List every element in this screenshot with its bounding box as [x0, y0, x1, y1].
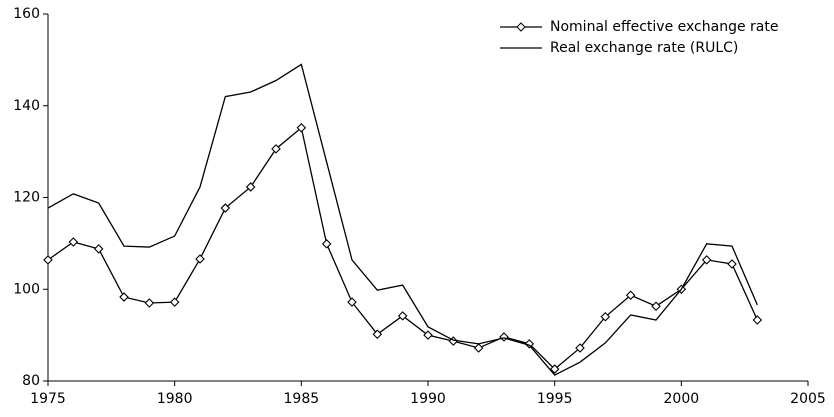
legend-label: Real exchange rate (RULC) [550, 40, 738, 56]
point-marker [347, 297, 357, 307]
point-marker [169, 297, 180, 307]
x-tick-label: 2000 [664, 391, 700, 407]
x-tick-label: 1995 [537, 391, 573, 407]
point-marker [220, 203, 231, 213]
point-marker [701, 255, 712, 265]
point-marker [195, 254, 205, 264]
point-marker [600, 311, 611, 322]
point-marker [651, 301, 661, 312]
point-marker [524, 339, 535, 349]
point-marker [296, 122, 307, 133]
y-tick-label: 100 [13, 281, 40, 297]
point-marker [752, 315, 763, 325]
point-marker [144, 298, 155, 308]
point-marker [245, 182, 256, 192]
y-tick-label: 80 [22, 373, 40, 389]
point-marker [625, 290, 636, 300]
legend-label: Nominal effective exchange rate [550, 19, 778, 35]
x-tick-label: 1975 [30, 391, 66, 407]
x-tick-label: 2005 [790, 391, 826, 407]
x-tick-label: 1980 [157, 391, 193, 407]
point-marker [68, 237, 79, 247]
point-marker [727, 259, 737, 269]
point-marker [93, 244, 104, 254]
x-tick-label: 1985 [284, 391, 320, 407]
point-marker [549, 364, 560, 374]
point-marker [119, 292, 129, 302]
point-marker [448, 336, 459, 346]
y-tick-label: 160 [13, 6, 40, 22]
point-marker [321, 239, 332, 249]
series-line [47, 126, 758, 370]
series-line [47, 63, 758, 376]
point-marker [423, 330, 433, 340]
point-marker [43, 255, 53, 265]
point-marker [271, 144, 281, 154]
point-marker [473, 343, 484, 353]
point-marker [575, 343, 585, 353]
point-marker [372, 329, 383, 339]
x-tick-label: 1990 [410, 391, 446, 407]
y-tick-label: 140 [13, 98, 40, 114]
y-tick-label: 120 [13, 190, 40, 206]
point-marker [397, 311, 408, 321]
legend-marker [516, 22, 526, 32]
point-marker [499, 332, 509, 342]
